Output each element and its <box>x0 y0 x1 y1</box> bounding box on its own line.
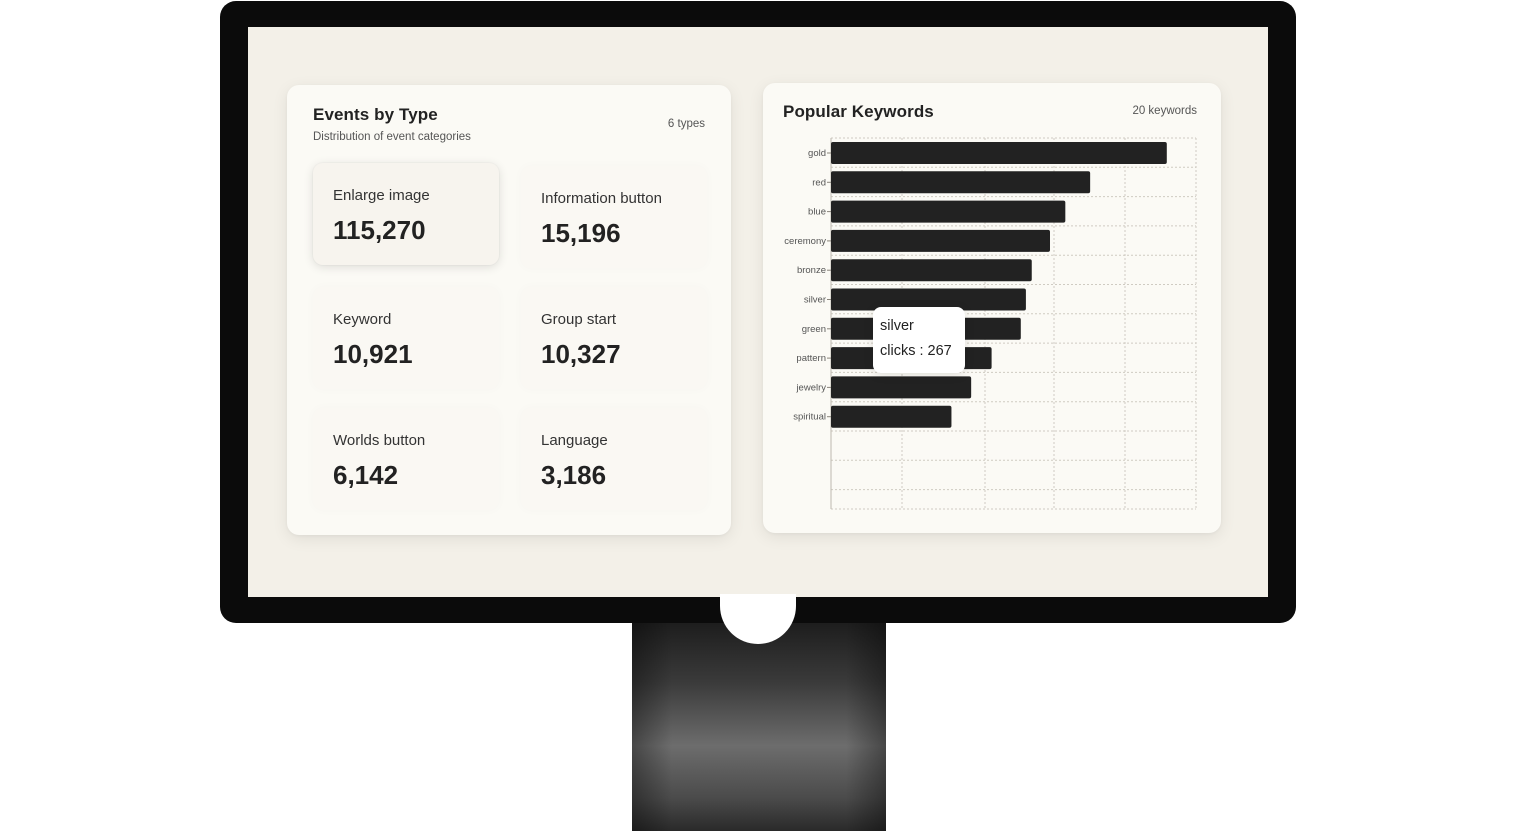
y-tick-label-silver: silver <box>804 295 826 306</box>
event-tile-label: Keyword <box>333 311 392 328</box>
event-tile-value: 10,327 <box>541 339 621 369</box>
y-tick-label-blue: blue <box>808 207 826 218</box>
event-tile-value: 6,142 <box>333 460 399 490</box>
keywords-card-title: Popular Keywords <box>783 102 934 121</box>
event-tile-label: Group start <box>541 311 617 328</box>
y-tick-label-bronze: bronze <box>797 265 826 276</box>
popular-keywords-card: Popular Keywords 20 keywords gold red blue… <box>763 83 1221 533</box>
bar-silver[interactable] <box>831 288 1026 311</box>
y-tick-label-spiritual: spiritual <box>793 412 826 423</box>
events-type-count: 6 types <box>667 118 705 130</box>
tooltip-clicks: clicks : 267 <box>880 343 952 359</box>
monitor-screen: Events by Type Distribution of event cat… <box>248 27 1268 597</box>
bar-ceremony[interactable] <box>831 229 1050 252</box>
events-card-title: Events by Type <box>313 105 438 124</box>
bar-jewelry[interactable] <box>831 376 972 399</box>
tooltip-keyword: silver <box>880 318 914 334</box>
monitor-bezel: Events by Type Distribution of event cat… <box>220 1 1296 623</box>
event-tile-group-start[interactable]: Group start 10,327 <box>521 287 707 389</box>
bar-gold[interactable] <box>831 142 1167 164</box>
event-tile-enlarge-image[interactable]: Enlarge image 115,270 <box>313 163 499 265</box>
bar-bronze[interactable] <box>831 259 1032 282</box>
y-tick-label-pattern: pattern <box>796 353 826 364</box>
event-tile-value: 3,186 <box>541 460 607 490</box>
event-tile-label: Enlarge image <box>333 187 430 204</box>
events-by-type-card: Events by Type Distribution of event cat… <box>287 85 731 535</box>
y-tick-label-gold: gold <box>808 148 826 159</box>
event-tile-label: Language <box>541 432 608 449</box>
event-tile-worlds-button[interactable]: Worlds button 6,142 <box>313 408 499 510</box>
event-tile-keyword[interactable]: Keyword 10,921 <box>313 287 499 389</box>
bar-red[interactable] <box>831 171 1091 194</box>
bar-blue[interactable] <box>831 200 1066 223</box>
monitor-stand <box>632 618 886 831</box>
y-tick-label-red: red <box>812 177 826 188</box>
event-tile-value: 10,921 <box>333 339 413 369</box>
event-tile-label: Information button <box>541 190 662 207</box>
keywords-count: 20 keywords <box>1132 105 1197 117</box>
y-tick-label-jewelry: jewelry <box>795 382 826 393</box>
keywords-bar-chart: gold red blue ceremony bronze silver green patt… <box>784 137 1197 510</box>
y-tick-label-green: green <box>802 324 826 335</box>
event-tile-value: 15,196 <box>541 218 621 248</box>
event-tile-information-button[interactable]: Information button 15,196 <box>521 166 707 268</box>
events-card-subtitle: Distribution of event categories <box>313 131 471 143</box>
bar-spiritual[interactable] <box>831 405 952 428</box>
event-tile-label: Worlds button <box>333 432 426 449</box>
event-tile-value: 115,270 <box>333 215 426 245</box>
y-tick-label-ceremony: ceremony <box>784 236 826 247</box>
event-tile-language[interactable]: Language 3,186 <box>521 408 707 510</box>
chart-tooltip: silver clicks : 267 <box>873 307 965 373</box>
